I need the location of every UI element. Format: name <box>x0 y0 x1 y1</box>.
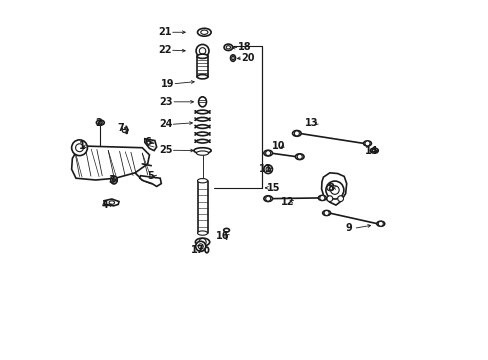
Text: 14: 14 <box>365 146 378 156</box>
Ellipse shape <box>197 179 207 183</box>
Ellipse shape <box>198 97 206 107</box>
Text: 9: 9 <box>345 224 351 233</box>
Ellipse shape <box>109 201 114 204</box>
Ellipse shape <box>223 228 229 232</box>
Circle shape <box>294 131 299 136</box>
Text: 11: 11 <box>259 164 272 174</box>
Text: 15: 15 <box>266 183 280 193</box>
Polygon shape <box>140 176 161 186</box>
Circle shape <box>325 181 343 199</box>
Text: 19: 19 <box>161 79 174 89</box>
Circle shape <box>265 167 270 171</box>
Text: 22: 22 <box>158 45 171 55</box>
Text: 25: 25 <box>159 145 172 155</box>
Text: 8: 8 <box>326 183 333 193</box>
Ellipse shape <box>196 151 208 155</box>
Text: 18: 18 <box>237 42 251 52</box>
Ellipse shape <box>292 131 301 136</box>
Text: 21: 21 <box>158 27 171 37</box>
Circle shape <box>337 196 343 202</box>
Circle shape <box>326 185 332 191</box>
Circle shape <box>195 241 205 251</box>
Text: 6: 6 <box>144 138 151 147</box>
Ellipse shape <box>96 120 104 125</box>
Ellipse shape <box>98 121 102 124</box>
Ellipse shape <box>224 44 232 50</box>
Ellipse shape <box>195 238 209 246</box>
Ellipse shape <box>318 195 325 201</box>
Ellipse shape <box>264 196 272 202</box>
Text: 1: 1 <box>79 141 85 151</box>
Text: 10: 10 <box>271 141 285 151</box>
Circle shape <box>378 221 383 226</box>
Polygon shape <box>104 199 119 206</box>
Text: 3: 3 <box>108 175 115 185</box>
Text: 12: 12 <box>280 197 294 207</box>
Ellipse shape <box>226 46 230 49</box>
Text: 20: 20 <box>241 53 254 63</box>
Ellipse shape <box>194 148 211 153</box>
Circle shape <box>264 165 272 174</box>
Ellipse shape <box>369 148 378 153</box>
Circle shape <box>324 211 328 216</box>
Ellipse shape <box>322 211 330 216</box>
Ellipse shape <box>197 28 211 36</box>
Ellipse shape <box>231 57 234 60</box>
Circle shape <box>72 140 87 156</box>
Ellipse shape <box>110 176 117 184</box>
Text: 4: 4 <box>102 200 108 210</box>
Ellipse shape <box>230 55 235 61</box>
Text: 16: 16 <box>216 231 229 240</box>
Ellipse shape <box>122 130 126 132</box>
Circle shape <box>297 154 302 159</box>
Ellipse shape <box>371 149 376 152</box>
Text: 13: 13 <box>305 118 318 128</box>
Ellipse shape <box>201 30 207 35</box>
Ellipse shape <box>197 231 207 235</box>
Text: 2: 2 <box>95 118 102 128</box>
Text: 24: 24 <box>159 120 172 129</box>
Circle shape <box>265 196 270 201</box>
Circle shape <box>319 195 324 201</box>
Text: 5: 5 <box>147 171 154 181</box>
Circle shape <box>199 238 206 246</box>
Ellipse shape <box>264 150 272 156</box>
Ellipse shape <box>295 154 304 159</box>
Circle shape <box>330 186 339 194</box>
Ellipse shape <box>363 141 371 146</box>
Circle shape <box>198 244 203 249</box>
Circle shape <box>326 196 332 202</box>
Ellipse shape <box>112 178 115 182</box>
Ellipse shape <box>197 54 207 58</box>
Text: 23: 23 <box>159 97 173 107</box>
Ellipse shape <box>197 75 207 79</box>
Ellipse shape <box>376 221 384 226</box>
Polygon shape <box>72 146 149 180</box>
Ellipse shape <box>204 247 208 253</box>
Text: 7: 7 <box>117 123 124 133</box>
Circle shape <box>76 144 83 152</box>
Text: 17: 17 <box>191 245 204 255</box>
Circle shape <box>199 48 205 54</box>
Circle shape <box>364 141 369 146</box>
Circle shape <box>196 44 208 57</box>
Polygon shape <box>144 139 156 150</box>
Circle shape <box>265 150 270 156</box>
Polygon shape <box>321 173 346 205</box>
